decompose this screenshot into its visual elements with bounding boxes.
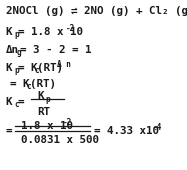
- Text: 2NOCl (g) ⇌ 2NO (g) + Cl₂ (g): 2NOCl (g) ⇌ 2NO (g) + Cl₂ (g): [6, 6, 187, 16]
- Text: 0.0831 x 500: 0.0831 x 500: [21, 135, 99, 145]
- Text: -4: -4: [153, 123, 163, 132]
- Text: c: c: [35, 66, 39, 75]
- Text: K: K: [6, 27, 12, 37]
- Text: = K: = K: [18, 63, 37, 73]
- Text: = 1.8 x 10: = 1.8 x 10: [18, 27, 83, 37]
- Text: c: c: [27, 82, 31, 91]
- Text: -2: -2: [65, 24, 75, 33]
- Text: c: c: [14, 100, 19, 109]
- Text: p: p: [14, 66, 19, 75]
- Text: (RT): (RT): [30, 79, 56, 89]
- Text: = K: = K: [10, 79, 30, 89]
- Text: p: p: [14, 30, 19, 39]
- Text: Δn: Δn: [6, 45, 19, 55]
- Text: g: g: [16, 48, 21, 57]
- Text: =: =: [18, 97, 24, 107]
- Text: = 4.33 x10: = 4.33 x10: [94, 126, 159, 136]
- Text: (RT): (RT): [37, 63, 63, 73]
- Text: 1.8 x 10: 1.8 x 10: [21, 121, 73, 131]
- Text: RT: RT: [37, 107, 50, 117]
- Text: = 3 - 2 = 1: = 3 - 2 = 1: [20, 45, 91, 55]
- Text: K: K: [37, 91, 44, 101]
- Text: p: p: [46, 95, 50, 104]
- Text: Δ n: Δ n: [57, 60, 71, 69]
- Text: =: =: [6, 126, 12, 136]
- Text: -2: -2: [63, 118, 72, 127]
- Text: K: K: [6, 97, 12, 107]
- Text: K: K: [6, 63, 12, 73]
